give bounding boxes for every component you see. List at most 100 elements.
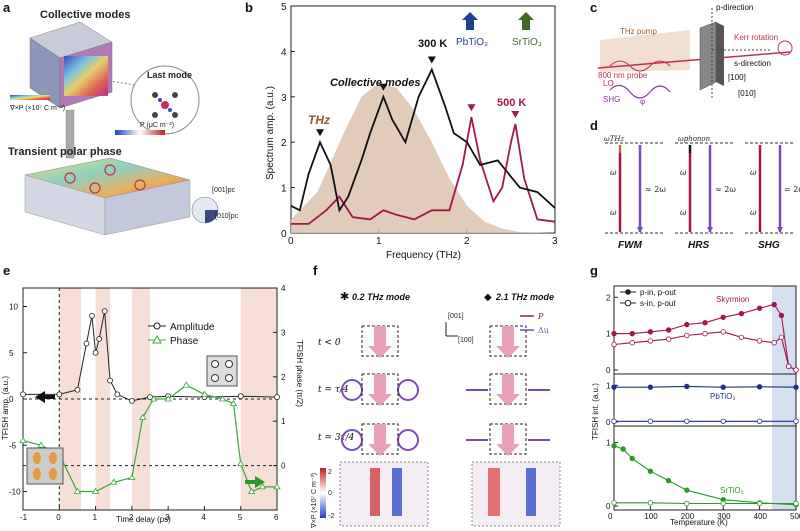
peak-marker-300k (379, 83, 388, 91)
g-series-point (720, 418, 726, 424)
e-xtick-label: 4 (201, 513, 206, 522)
phi-label: φ (640, 97, 645, 106)
e-ytick-left-label: -5 (9, 441, 17, 450)
g-series-line (613, 331, 797, 371)
e-xtick-label: 0 (56, 513, 61, 522)
phase-point (229, 399, 238, 407)
g-series-point (611, 443, 617, 449)
panel-b-xlabel: Frequency (THz) (386, 250, 461, 261)
phase-point (149, 395, 158, 402)
b-ytick-label: 1 (281, 184, 287, 195)
g-ytick-label: 0 (606, 502, 611, 511)
legend-du: Δu (538, 326, 549, 335)
phase-point (37, 441, 45, 448)
mode1-star-icon: ✱ (340, 291, 349, 303)
peak-marker-300k (316, 129, 325, 137)
peak-markers (316, 56, 520, 137)
amplitude-line (23, 311, 278, 402)
polar-phase-slab (24, 157, 191, 236)
amplitude-point (101, 308, 108, 315)
phase-line (22, 384, 277, 493)
mode1-title: 0.2 THz mode (352, 292, 410, 302)
g-series-point (647, 338, 654, 344)
g-series-point (778, 334, 785, 340)
amplitude-point (83, 340, 90, 347)
spectrum-300k-line (290, 67, 556, 213)
high-temp-shading (772, 286, 796, 510)
hrs-diagram (688, 145, 713, 233)
amplitude-point (74, 386, 81, 393)
panel-d: d ωTHz ωphonon ω ω ω ω ω (590, 118, 800, 251)
panel-g-xlabel: Temperature (K) (670, 518, 728, 527)
panel-g: g 0 100 200 300 400 500 0 1 2 0 1 0 1 p-in, p-out s-… (590, 263, 800, 527)
fwm-label: FWM (618, 240, 643, 251)
e-xtick-label: -1 (20, 513, 28, 522)
curl-colorbar (320, 468, 326, 518)
panel-g-sub3-frame (613, 425, 797, 511)
g-series-point (647, 418, 654, 424)
panel-e-ylabel-right: TFISH phase (π/2) (295, 340, 304, 407)
peak-marker-500k (511, 111, 520, 119)
legend-p: P (537, 312, 544, 321)
colorbar-curl-p (10, 95, 50, 100)
phase-point (164, 395, 172, 402)
s-direction-label: s-direction (734, 59, 771, 68)
g-series-point (629, 340, 635, 346)
e-ytick-left-label: -10 (9, 488, 21, 497)
fwm-relation: ≈ 2ω (645, 185, 666, 194)
g-series-point (793, 500, 799, 507)
colorbar-tick-mid: 0 (328, 490, 332, 497)
colorbar-polarization-label: P (μC m⁻²) (140, 122, 174, 129)
mode2-title: 2.1 THz mode (495, 292, 554, 302)
panel-e-series (19, 308, 281, 494)
amplitude-point (89, 312, 95, 319)
mode-diagrams (341, 325, 550, 456)
phase-point (237, 459, 245, 467)
row-t-lt-0: t < 0 (318, 338, 341, 348)
g-series-point (793, 367, 799, 373)
shg-relation: = 2ω (784, 185, 800, 194)
g-xtick-label: 100 (644, 512, 658, 521)
g-series-point (756, 384, 763, 390)
panel-e-label: e (3, 263, 10, 278)
panel-b-ylabel: Spectrum amp. (a.u.) (265, 86, 276, 180)
panel-a-label: a (3, 0, 11, 15)
g-series-point (665, 336, 672, 342)
collective-modes-annotation: Collective modes (330, 77, 420, 89)
g-series-point (702, 330, 708, 337)
panel-g-ylabel: TFISH int. (a.u.) (591, 383, 600, 440)
b-xtick-label: 0 (288, 236, 294, 247)
g-series-point (647, 384, 654, 390)
b-ytick-label: 4 (281, 47, 287, 58)
peak-marker-300k (427, 56, 436, 64)
g-series-line (614, 502, 796, 505)
e-ytick-right-label: 4 (281, 284, 286, 293)
p-direction-label: p-direction (716, 3, 753, 12)
phase-point (19, 436, 27, 444)
omega-shg-1: ω (750, 168, 757, 177)
g-series-point (647, 500, 654, 506)
g-series-point (611, 500, 617, 506)
omega-phonon-label: ωphonon (678, 135, 711, 143)
phase-point (258, 483, 267, 490)
panel-e-xlabel: Time delay (ps) (116, 515, 171, 524)
g-series-point (629, 455, 635, 462)
e-xtick-label: 5 (238, 513, 243, 522)
g-ytick-label: 2 (606, 293, 611, 302)
panel-d-label: d (590, 118, 598, 133)
pbtio3-arrow (462, 12, 478, 30)
curl-colorbar-label: ∇×P (×10⁷ C m⁻³) (310, 473, 318, 529)
hrs-label: HRS (688, 240, 709, 251)
g-series-point (771, 301, 777, 308)
omega-thz-label: ωTHz (604, 135, 624, 143)
g-series-point (684, 500, 690, 507)
phase-point (247, 487, 256, 494)
e-ytick-right-label: 3 (281, 328, 286, 337)
mode2-diamond-icon: ◆ (484, 292, 492, 303)
g-series-line (613, 445, 797, 506)
g-series-point (756, 418, 763, 424)
omega-hrs-2: ω (680, 208, 687, 217)
peak-marker-500k (467, 104, 476, 112)
e-ytick-left-label: 0 (9, 395, 14, 404)
